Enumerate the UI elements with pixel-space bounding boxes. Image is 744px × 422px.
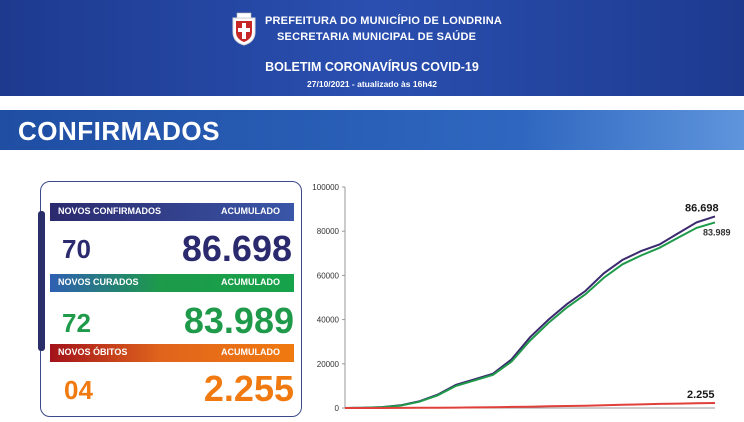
- secretaria-title: SECRETARIA MUNICIPAL DE SAÚDE: [277, 31, 477, 43]
- series-end-label: 83.989: [703, 227, 731, 237]
- series-end-label: 2.255: [687, 389, 715, 401]
- confirmed-label: NOVOS CONFIRMADOS: [58, 206, 162, 216]
- y-tick-label: 20000: [317, 360, 340, 369]
- londrina-crest-icon: [232, 12, 256, 46]
- y-tick-label: 40000: [317, 316, 340, 325]
- header-bar: PREFEITURA DO MUNICÍPIO DE LONDRINA SECR…: [0, 0, 744, 96]
- y-tick-label: 60000: [317, 271, 340, 280]
- confirmed-new-value: 70: [62, 234, 91, 264]
- cumulative-line-chart: 100000 80000 60000 40000 20000 0 86.698 83.989 2…: [312, 183, 731, 413]
- cured-new-value: 72: [62, 308, 91, 338]
- confirmed-strip: NOVOS CONFIRMADOS ACUMULADO: [50, 203, 294, 221]
- prefeitura-title: PREFEITURA DO MUNICÍPIO DE LONDRINA: [265, 15, 502, 27]
- series-line-2: [345, 402, 716, 409]
- y-tick-label: 80000: [317, 227, 340, 236]
- bulletin-title: BOLETIM CORONAVÍRUS COVID-19: [265, 60, 479, 74]
- card-accent-bar: [38, 211, 45, 351]
- deaths-total-value: 2.255: [203, 368, 294, 409]
- confirmed-total-value: 86.698: [181, 228, 292, 269]
- section-banner: [0, 110, 744, 150]
- deaths-acc-label: ACUMULADO: [221, 347, 280, 357]
- section-title: CONFIRMADOS: [18, 116, 220, 146]
- cured-label: NOVOS CURADOS: [58, 277, 139, 287]
- confirmed-acc-label: ACUMULADO: [221, 206, 280, 216]
- cured-acc-label: ACUMULADO: [221, 277, 280, 287]
- series-end-label: 86.698: [685, 202, 719, 214]
- cured-strip: NOVOS CURADOS ACUMULADO: [50, 274, 294, 292]
- series-line-0: [344, 215, 716, 409]
- header-gap: [0, 96, 744, 110]
- deaths-label: NOVOS ÓBITOS: [58, 347, 128, 357]
- cured-total-value: 83.989: [183, 300, 294, 341]
- y-tick-label: 100000: [312, 183, 339, 192]
- series-line-1: [344, 221, 716, 409]
- bulletin-date: 27/10/2021 - atualizado às 16h42: [307, 79, 437, 89]
- deaths-new-value: 04: [64, 375, 93, 405]
- y-tick-label: 0: [335, 404, 340, 413]
- deaths-strip: NOVOS ÓBITOS ACUMULADO: [50, 344, 294, 362]
